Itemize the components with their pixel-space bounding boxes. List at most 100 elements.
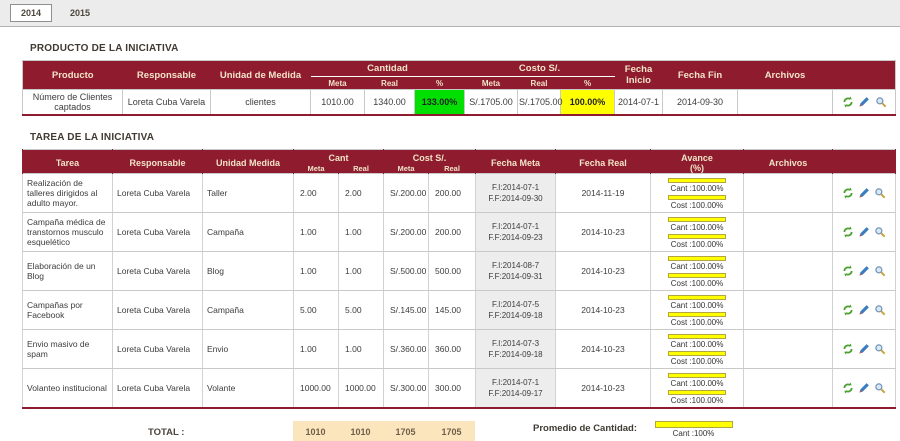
- col-group-cost: Cost S/.: [382, 149, 477, 164]
- task-unidad: Campaña: [202, 212, 294, 252]
- task-fecha-meta: F.I:2014-07-1 F.F:2014-09-23: [475, 212, 557, 252]
- fecha-inicio-meta: F.I:2014-08-7: [491, 261, 540, 270]
- task-archivos-cell: [743, 290, 834, 330]
- col-header-fecha-inicio: Fecha Inicio: [614, 60, 663, 90]
- task-cant-real: 2.00: [338, 173, 384, 213]
- task-cant-meta: 2.00: [293, 173, 339, 213]
- refresh-icon[interactable]: [842, 382, 854, 394]
- task-cant-real: 1000.00: [338, 368, 384, 409]
- col-group-cantidad: Cantidad: [310, 60, 465, 77]
- task-cost-real: 200.00: [427, 212, 477, 252]
- edit-pencil-icon[interactable]: [858, 96, 870, 108]
- edit-pencil-icon[interactable]: [858, 304, 870, 316]
- edit-pencil-icon[interactable]: [858, 226, 870, 238]
- task-actions-cell: [832, 329, 897, 369]
- tab-2015[interactable]: 2015: [70, 8, 91, 18]
- zoom-search-icon[interactable]: [874, 265, 886, 277]
- task-cant-meta: 5.00: [293, 290, 339, 330]
- subcol-cost-pct: %: [560, 76, 615, 90]
- cant-progress-label: Cant :100.00%: [670, 301, 724, 310]
- fecha-inicio-meta: F.I:2014-07-1: [491, 378, 540, 387]
- task-fecha-meta: F.I:2014-08-7 F.F:2014-09-31: [475, 251, 557, 291]
- tab-2014[interactable]: 2014: [10, 4, 53, 22]
- task-cost-meta: S/.500.00: [383, 251, 429, 291]
- zoom-search-icon[interactable]: [874, 187, 886, 199]
- task-responsable: Loreta Cuba Varela: [112, 290, 203, 330]
- zoom-search-icon[interactable]: [875, 96, 887, 108]
- cant-progress-bar: [668, 217, 727, 222]
- table-row: Elaboración de un Blog Loreta Cuba Varel…: [22, 251, 897, 291]
- total-cant-real: 1010: [350, 427, 371, 437]
- subcol-cost-real: Real: [427, 163, 477, 174]
- col-header-responsable: Responsable: [122, 60, 211, 90]
- refresh-icon[interactable]: [842, 96, 854, 108]
- task-fecha-real: 2014-10-23: [555, 368, 652, 409]
- subcol-cant-meta: Meta: [293, 163, 339, 174]
- task-avance-cell: Cant :100.00% Cost :100.00%: [650, 212, 745, 252]
- cant-progress-bar: [668, 295, 727, 300]
- cost-progress-bar: [668, 273, 727, 278]
- col-header-fecha-real: Fecha Real: [555, 149, 652, 174]
- cost-progress-bar: [668, 195, 727, 200]
- col-header-tarea: Tarea: [22, 149, 113, 174]
- subcol-cost-meta: Meta: [383, 163, 429, 174]
- task-name: Envio masivo de spam: [22, 329, 113, 369]
- fecha-inicio-meta: F.I:2014-07-1: [491, 183, 540, 192]
- fecha-inicio-meta: F.I:2014-07-3: [491, 339, 540, 348]
- task-actions-cell: [832, 173, 897, 213]
- task-name: Realización de talleres dirigidos al adu…: [22, 173, 113, 213]
- fecha-fin-meta: F.F:2014-09-17: [488, 389, 543, 398]
- col-header-actions: [832, 60, 896, 90]
- col-header-producto: Producto: [22, 60, 123, 90]
- refresh-icon[interactable]: [842, 343, 854, 355]
- zoom-search-icon[interactable]: [874, 382, 886, 394]
- cant-progress-bar: [668, 373, 727, 378]
- task-cant-real: 1.00: [338, 329, 384, 369]
- task-cost-real: 300.00: [427, 368, 477, 409]
- cost-progress-label: Cost :100.00%: [670, 201, 724, 210]
- edit-pencil-icon[interactable]: [858, 382, 870, 394]
- task-responsable: Loreta Cuba Varela: [112, 212, 203, 252]
- zoom-search-icon[interactable]: [874, 304, 886, 316]
- task-actions-cell: [832, 290, 897, 330]
- product-fecha-fin: 2014-09-30: [662, 89, 739, 116]
- product-responsable: Loreta Cuba Varela: [122, 89, 211, 116]
- task-fecha-meta: F.I:2014-07-1 F.F:2014-09-17: [475, 368, 557, 409]
- task-name: Elaboración de un Blog: [22, 251, 113, 291]
- cost-progress-label: Cost :100.00%: [670, 279, 724, 288]
- cost-progress-label: Cost :100.00%: [670, 240, 724, 249]
- task-fecha-real: 2014-10-23: [555, 290, 652, 330]
- refresh-icon[interactable]: [842, 187, 854, 199]
- cant-progress-bar: [668, 256, 727, 261]
- task-cant-meta: 1.00: [293, 251, 339, 291]
- task-archivos-cell: [743, 329, 834, 369]
- task-unidad: Campaña: [202, 290, 294, 330]
- total-strip: 1010 1010 1705 1705: [293, 421, 475, 441]
- task-cost-real: 360.00: [427, 329, 477, 369]
- col-header-actions: [832, 149, 897, 174]
- edit-pencil-icon[interactable]: [858, 187, 870, 199]
- refresh-icon[interactable]: [842, 265, 854, 277]
- col-group-cant: Cant: [293, 149, 384, 164]
- zoom-search-icon[interactable]: [874, 226, 886, 238]
- cant-progress-bar: [668, 178, 727, 183]
- task-fecha-real: 2014-10-23: [555, 212, 652, 252]
- edit-pencil-icon[interactable]: [858, 343, 870, 355]
- cost-progress-label: Cost :100.00%: [670, 396, 724, 405]
- product-unidad: clientes: [210, 89, 311, 116]
- refresh-icon[interactable]: [842, 304, 854, 316]
- zoom-search-icon[interactable]: [874, 343, 886, 355]
- task-fecha-meta: F.I:2014-07-5 F.F:2014-09-18: [475, 290, 557, 330]
- fecha-fin-meta: F.F:2014-09-18: [488, 311, 543, 320]
- refresh-icon[interactable]: [842, 226, 854, 238]
- task-cant-meta: 1.00: [293, 212, 339, 252]
- edit-pencil-icon[interactable]: [858, 265, 870, 277]
- task-fecha-real: 2014-11-19: [555, 173, 652, 213]
- cant-progress-bar: [668, 334, 727, 339]
- table-row: Realización de talleres dirigidos al adu…: [22, 173, 897, 213]
- task-cost-real: 500.00: [427, 251, 477, 291]
- task-cost-real: 145.00: [427, 290, 477, 330]
- task-cant-real: 5.00: [338, 290, 384, 330]
- cant-progress-label: Cant :100.00%: [670, 262, 724, 271]
- year-tab-bar: 2014 2015: [0, 0, 900, 27]
